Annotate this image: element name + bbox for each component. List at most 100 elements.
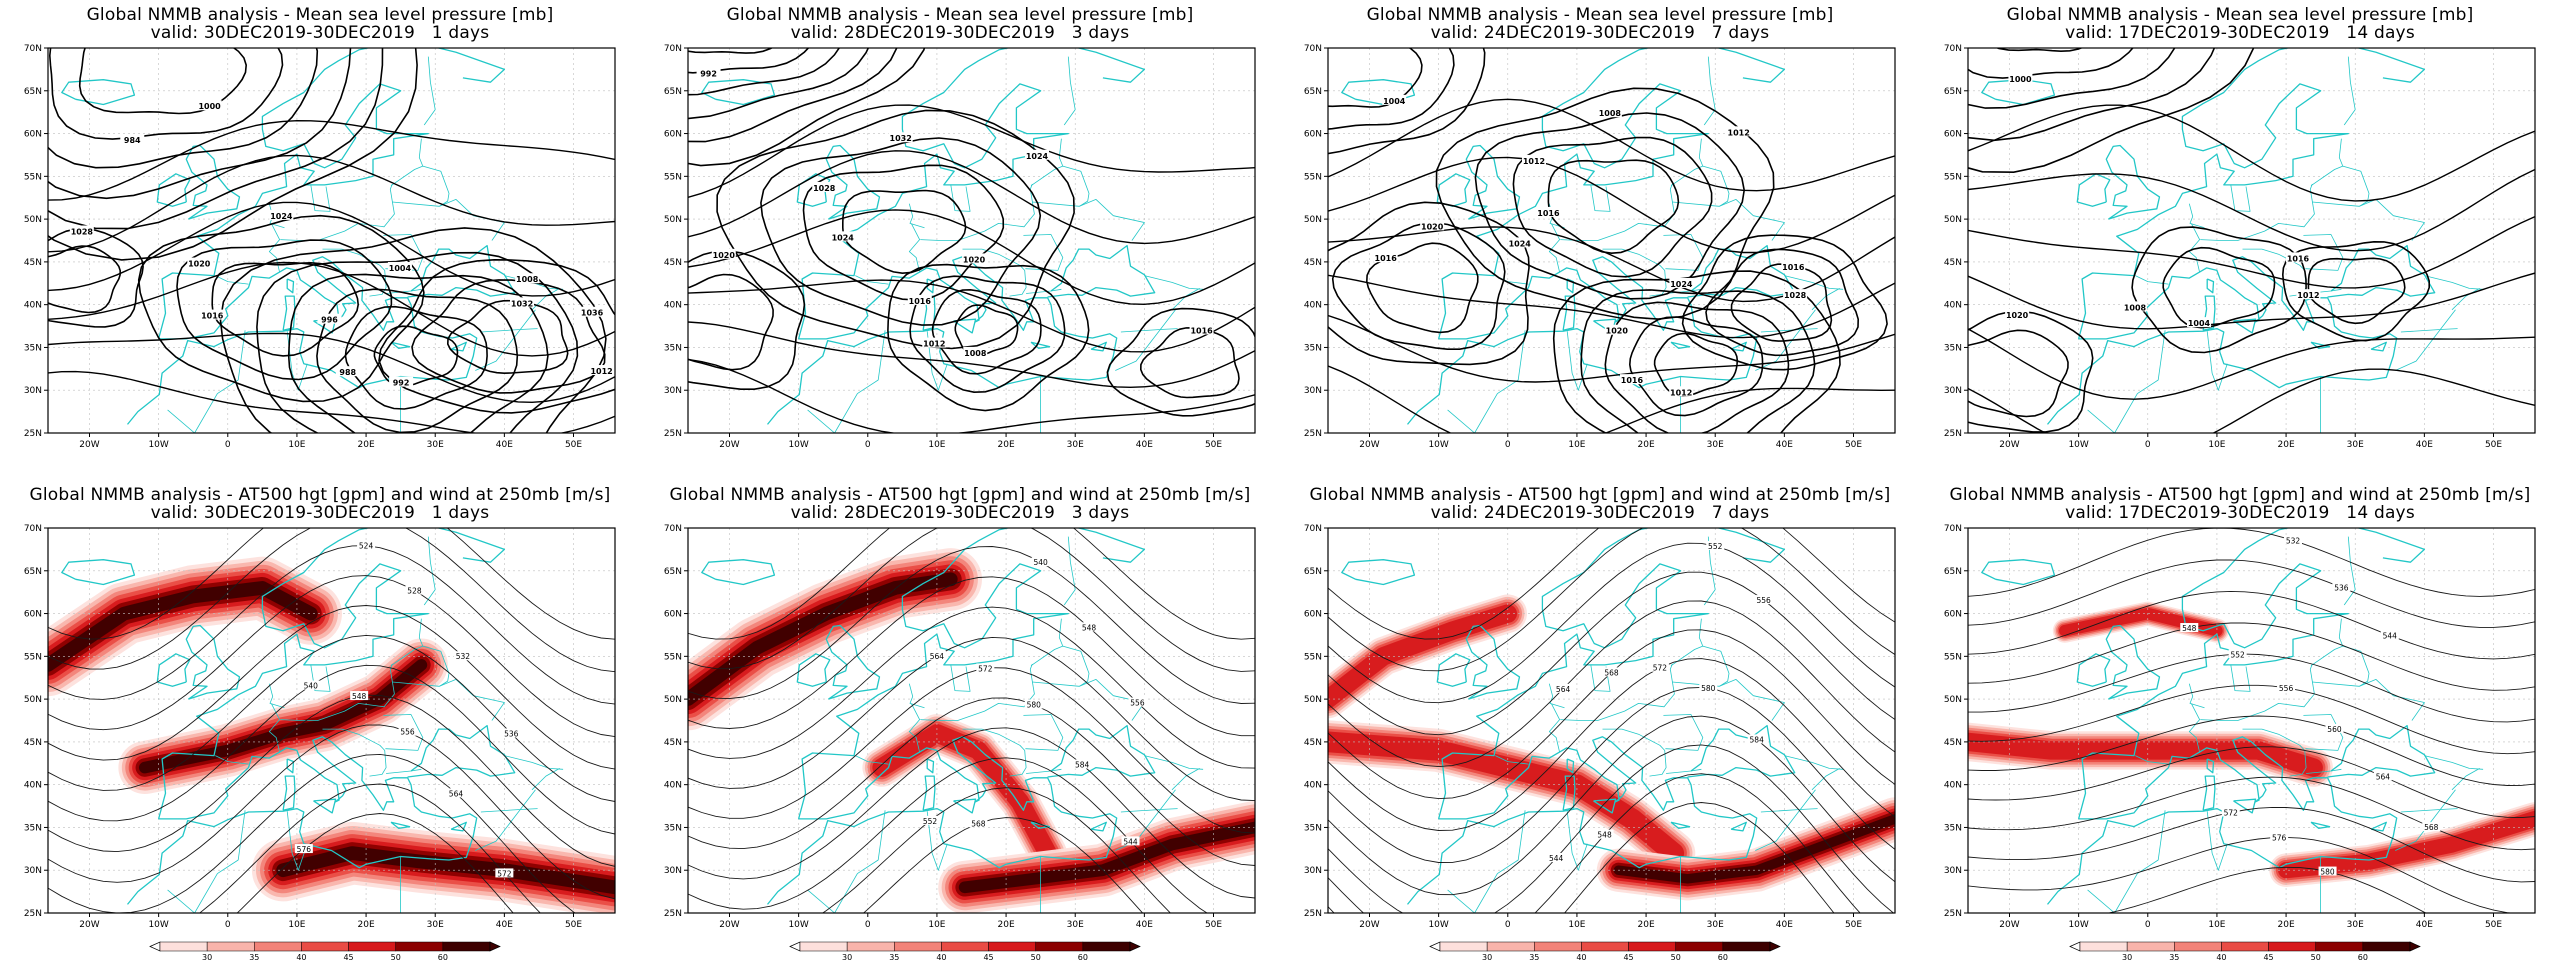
colorbar-segment — [1534, 941, 1582, 952]
contour-label: 560 — [2327, 725, 2342, 734]
contour-label: 572 — [1653, 664, 1668, 673]
height-contour — [688, 546, 1255, 704]
isobar-label-bg — [830, 231, 855, 242]
isobar-label-bg — [962, 253, 987, 264]
isobar-label-bg — [1669, 386, 1694, 397]
lon-label: 10W — [788, 920, 808, 930]
isobar — [1968, 215, 2535, 289]
isobar-label-bg — [1726, 126, 1751, 137]
height-contour — [1968, 528, 2535, 597]
colorbar-min-arrow — [789, 941, 801, 952]
coastline-segment — [953, 318, 977, 334]
coastline-segment — [1406, 736, 1758, 905]
lat-label: 35N — [1304, 823, 1322, 833]
isobar — [688, 209, 1255, 306]
country-border — [2400, 789, 2456, 813]
country-border — [908, 223, 921, 273]
isobar — [378, 258, 615, 414]
height-contour — [1968, 684, 2535, 755]
height-contour — [1968, 746, 2535, 819]
contour-label-bg — [2380, 630, 2399, 640]
lon-label: 20E — [998, 920, 1015, 930]
isobar-label-bg — [389, 376, 414, 387]
country-border — [1023, 234, 1064, 271]
lat-label: 30N — [1944, 866, 1962, 876]
lat-label: 25N — [1944, 909, 1962, 919]
country-border — [2188, 703, 2201, 753]
coastline-segment — [61, 559, 136, 586]
panel-title: Global NMMB analysis - AT500 hgt [gpm] a… — [669, 485, 1251, 505]
height-contour — [821, 787, 1171, 913]
lat-label: 25N — [1944, 429, 1962, 439]
contour-label: 576 — [297, 845, 312, 854]
lon-label: 10E — [2208, 440, 2225, 450]
isobar-label: 1020 — [713, 251, 736, 260]
isobar — [688, 358, 1255, 433]
panel-z500-14days: Global NMMB analysis - AT500 hgt [gpm] a… — [1920, 480, 2560, 960]
colorbar-segment — [348, 941, 396, 952]
colorbar-segment — [846, 941, 895, 952]
coastline-segment — [185, 624, 241, 700]
lat-label: 55N — [1304, 652, 1322, 662]
colorbar-segment — [206, 941, 255, 952]
lat-label: 35N — [1304, 343, 1322, 353]
lat-label: 40N — [1944, 301, 1962, 311]
contour-label: 548 — [2182, 624, 2197, 633]
country-border — [2135, 275, 2169, 285]
lon-label: 20E — [998, 440, 1015, 450]
lat-label: 60N — [1304, 130, 1322, 140]
country-border — [322, 728, 387, 777]
panel-title: Global NMMB analysis - Mean sea level pr… — [2006, 5, 2474, 25]
colorbar-segment — [1722, 941, 1771, 952]
colorbar: 30 35 40 45 50 60 — [149, 941, 501, 960]
lat-label: 60N — [1944, 130, 1962, 140]
lat-label: 50N — [1944, 695, 1962, 705]
height-contours — [48, 528, 615, 913]
colorbar-min-arrow — [1429, 941, 1441, 952]
height-contours — [1328, 528, 1895, 913]
map-frame — [1967, 47, 2536, 434]
contour-label-bg — [294, 844, 313, 854]
isobar-label-bg — [1783, 289, 1808, 300]
colorbar-max-arrow — [1769, 941, 1781, 952]
lon-label: 0 — [225, 920, 231, 930]
colorbar-segment — [1486, 941, 1535, 952]
lon-label: 0 — [2145, 440, 2151, 450]
height-contour — [1328, 571, 1895, 736]
isobar — [48, 227, 144, 328]
height-contour — [48, 605, 615, 770]
isobar-label: 1016 — [1190, 326, 1213, 335]
lat-label: 35N — [24, 343, 42, 353]
map-graticule — [688, 528, 1255, 913]
lat-label: 30N — [24, 386, 42, 396]
coastline-segment — [1047, 724, 1156, 778]
contour-label: 556 — [1130, 699, 1145, 708]
map-mslp: 1000 1004 1008 1012 1016 1020 70N 65N 60N 55N 50N 4… — [1944, 44, 2536, 450]
lat-label: 40N — [24, 781, 42, 791]
lon-label: 20W — [1359, 920, 1379, 930]
lat-label: 50N — [664, 215, 682, 225]
colorbar-max-arrow — [489, 941, 501, 952]
isobar-label: 1012 — [1728, 128, 1750, 137]
contour-label: 556 — [400, 728, 415, 737]
country-border — [1063, 56, 1076, 126]
map-axes: 70N 65N 60N 55N 50N 45N 40N 35N 30N 25N 20W 10W 0 10E… — [1944, 524, 2536, 930]
coastline-segment — [1730, 821, 1747, 832]
panel-valid: valid: 30DEC2019-30DEC2019 1 days — [150, 503, 490, 523]
panel-title: Global NMMB analysis - AT500 hgt [gpm] a… — [1949, 485, 2531, 505]
country-border — [2242, 728, 2307, 777]
country-border — [2395, 328, 2458, 371]
isobar-label: 1020 — [188, 260, 211, 269]
coastline-segment — [126, 256, 478, 425]
lon-label: 30E — [1067, 920, 1084, 930]
isobar-label: 1004 — [2188, 319, 2211, 328]
isobar — [287, 273, 549, 433]
coastline-segment — [2202, 295, 2216, 331]
isobar-label-bg — [1420, 220, 1445, 231]
height-contour — [1328, 542, 1895, 704]
isobar — [316, 288, 519, 433]
lat-label: 45N — [1304, 738, 1322, 748]
contour-label-bg — [969, 818, 988, 828]
country-border — [2312, 198, 2425, 241]
isobar — [2162, 246, 2276, 329]
